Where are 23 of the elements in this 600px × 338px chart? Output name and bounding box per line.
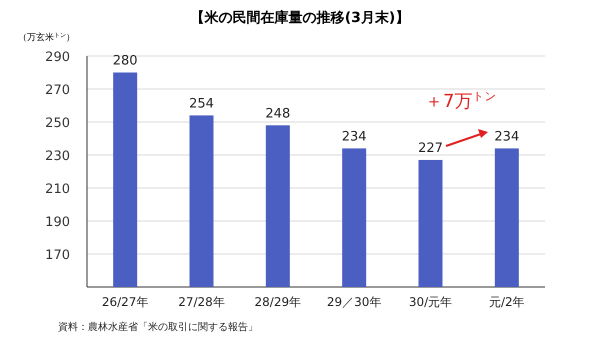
annotation: ＋7万$^{トン}$ [425, 89, 496, 112]
x-tick-label: 元/2年 [488, 295, 525, 309]
x-tick-label: 29／30年 [326, 295, 382, 309]
text: 資料：農林水産省「米の取引に関する報告」 [58, 321, 258, 333]
y-axis-title: （万玄米$^{トン}$） [18, 32, 75, 43]
y-tick-label: 290 [45, 50, 70, 65]
y-tick-label: 190 [45, 215, 70, 230]
data-label: 248 [265, 106, 290, 122]
y-tick-label: 170 [45, 248, 70, 263]
data-label: 227 [418, 140, 443, 156]
data-label: 280 [112, 54, 138, 68]
y-tick-label: 270 [45, 83, 70, 98]
x-tick-label: 30/元年 [408, 295, 452, 309]
y-tick-label: 250 [45, 116, 70, 131]
data-label: 254 [189, 96, 214, 112]
chart-title: 【米の民間在庫量の推移(3月末)】 [190, 9, 410, 26]
x-tick-label: 26/27年 [102, 295, 148, 309]
y-tick-label: 230 [45, 149, 70, 164]
x-tick-label: 28/29年 [254, 295, 302, 309]
x-tick-label: 27/28年 [178, 295, 225, 309]
data-label: 234 [342, 129, 367, 144]
data-label: 234 [494, 129, 520, 144]
y-tick-label: 210 [45, 182, 70, 197]
